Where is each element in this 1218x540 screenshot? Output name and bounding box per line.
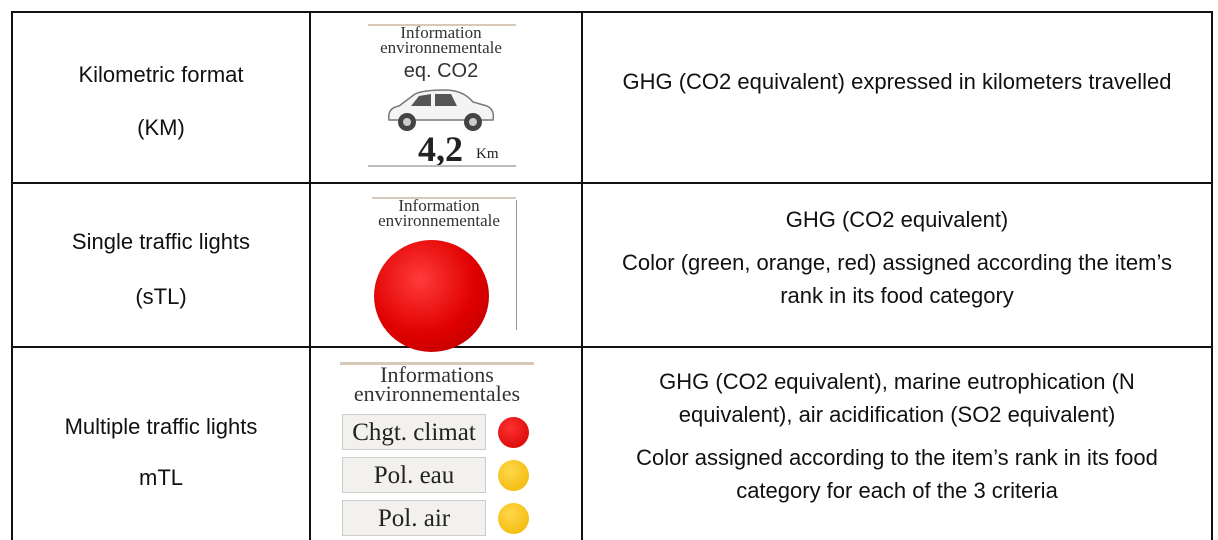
traffic-light: [498, 417, 529, 448]
border: [11, 12, 13, 540]
border: [581, 12, 583, 540]
km-unit: Km: [476, 146, 499, 162]
label-title: Information: [400, 23, 482, 42]
traffic-light: [374, 240, 489, 352]
row-label: Single traffic lights: [71, 229, 251, 254]
row-label: Multiple traffic lights: [64, 414, 258, 439]
label-rule: [340, 362, 534, 365]
label-title: environnementale: [378, 211, 500, 230]
row-label: (KM): [137, 115, 185, 140]
label-title: environnementale: [380, 38, 502, 57]
traffic-light: [498, 503, 529, 534]
km-value: 4,2: [418, 129, 463, 169]
label-subtitle: eq. CO2: [403, 60, 479, 82]
description-text: GHG (CO2 equivalent), marine eutrophicat…: [659, 369, 1135, 427]
border: [309, 12, 311, 540]
description-text: Color (green, orange, red) assigned acco…: [622, 250, 1172, 308]
car-icon: [387, 89, 495, 131]
description: GHG (CO2 equivalent) Color (green, orang…: [600, 203, 1194, 322]
label-title: Information: [398, 196, 480, 215]
label-rule: [368, 24, 516, 26]
label-rule: [368, 165, 516, 167]
border: [11, 346, 1213, 348]
criterion: Chgt. climat: [342, 414, 486, 450]
border: [11, 182, 1213, 184]
description: GHG (CO2 equivalent) expressed in kilome…: [600, 65, 1194, 108]
row-label: mTL: [139, 465, 183, 490]
criterion: Pol. air: [342, 500, 486, 536]
border: [11, 11, 1213, 13]
label-rule: [516, 200, 517, 330]
label-title: Informations: [380, 362, 494, 387]
row-label: Kilometric format: [78, 62, 244, 87]
label-rule: [372, 197, 516, 199]
description: GHG (CO2 equivalent), marine eutrophicat…: [600, 365, 1194, 517]
label-title: environnementales: [353, 381, 521, 406]
border: [1211, 12, 1213, 540]
criterion: Pol. eau: [342, 457, 486, 493]
description-text: Color assigned according to the item’s r…: [636, 445, 1158, 503]
description-text: GHG (CO2 equivalent): [785, 207, 1009, 232]
row-label: (sTL): [135, 284, 187, 309]
description-text: GHG (CO2 equivalent) expressed in kilome…: [622, 69, 1172, 94]
traffic-light: [498, 460, 529, 491]
